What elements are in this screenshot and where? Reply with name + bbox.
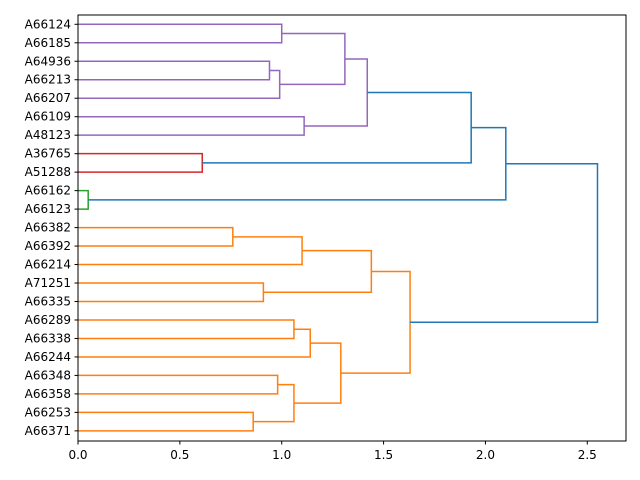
link-m2 bbox=[78, 69, 281, 99]
link-m21 bbox=[340, 270, 411, 374]
leaf-label: A66185 bbox=[25, 36, 71, 50]
link-m7 bbox=[78, 152, 204, 173]
link-m20 bbox=[293, 342, 342, 404]
leaf-label: A66124 bbox=[25, 17, 71, 31]
leaf-label: A64936 bbox=[25, 54, 71, 68]
leaf-label: A66358 bbox=[25, 387, 71, 401]
leaf-label: A66289 bbox=[25, 313, 71, 327]
leaf-label: A36765 bbox=[25, 147, 71, 161]
x-axis: 0.0 0.5 1.0 1.5 2.0 2.5 bbox=[68, 441, 597, 462]
leaf-label: A48123 bbox=[25, 128, 71, 142]
link-m8 bbox=[202, 91, 472, 164]
link-m16 bbox=[78, 328, 311, 358]
link-m14 bbox=[263, 249, 373, 294]
leaf-label: A66382 bbox=[25, 221, 71, 235]
leaf-label: A66214 bbox=[25, 258, 71, 272]
leaf-label: A66162 bbox=[25, 184, 71, 198]
leaf-label: A66253 bbox=[25, 405, 71, 419]
link-m5 bbox=[78, 115, 305, 136]
link-m12 bbox=[78, 236, 303, 266]
link-m11 bbox=[78, 226, 234, 247]
leaf-labels: A66124 A66185 A64936 A66213 A66207 A66109 A481… bbox=[25, 17, 78, 438]
link-m6 bbox=[304, 58, 369, 127]
link-m9 bbox=[78, 189, 89, 210]
link-m10 bbox=[88, 126, 507, 201]
leaf-label: A66335 bbox=[25, 295, 71, 309]
leaf-label: A66207 bbox=[25, 91, 71, 105]
link-m4 bbox=[279, 32, 346, 86]
dendrogram-links bbox=[78, 23, 599, 432]
leaf-label: A66109 bbox=[25, 110, 71, 124]
x-tick-label: 0.0 bbox=[68, 448, 87, 462]
leaf-label: A66338 bbox=[25, 331, 71, 345]
leaf-label: A66392 bbox=[25, 239, 71, 253]
link-m18 bbox=[78, 411, 254, 432]
link-m3 bbox=[78, 23, 283, 44]
link-m15 bbox=[78, 319, 295, 340]
x-tick-label: 2.0 bbox=[476, 448, 495, 462]
leaf-label: A66371 bbox=[25, 424, 71, 438]
leaf-label: A66213 bbox=[25, 73, 71, 87]
link-m1 bbox=[78, 60, 271, 81]
x-tick-label: 1.5 bbox=[374, 448, 393, 462]
leaf-label: A51288 bbox=[25, 165, 71, 179]
leaf-label: A66244 bbox=[25, 350, 71, 364]
leaf-label: A71251 bbox=[25, 276, 71, 290]
link-m22 bbox=[410, 163, 599, 324]
link-m19 bbox=[253, 383, 295, 423]
link-m17 bbox=[78, 374, 279, 395]
leaf-label: A66123 bbox=[25, 202, 71, 216]
x-tick-label: 2.5 bbox=[578, 448, 597, 462]
x-tick-label: 0.5 bbox=[170, 448, 189, 462]
x-tick-label: 1.0 bbox=[272, 448, 291, 462]
leaf-label: A66348 bbox=[25, 368, 71, 382]
link-m13 bbox=[78, 282, 265, 303]
